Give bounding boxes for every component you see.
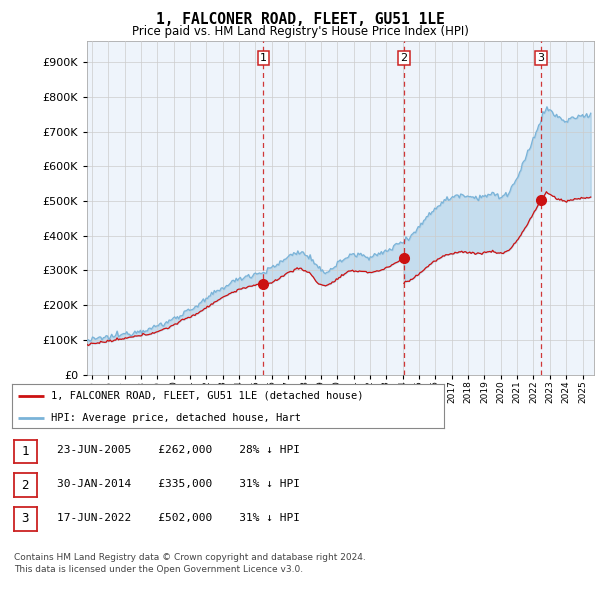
Text: 30-JAN-2014    £335,000    31% ↓ HPI: 30-JAN-2014 £335,000 31% ↓ HPI [57,479,300,489]
Text: 3: 3 [538,53,545,63]
Text: 1: 1 [260,53,267,63]
Text: 3: 3 [22,512,29,526]
Text: Contains HM Land Registry data © Crown copyright and database right 2024.: Contains HM Land Registry data © Crown c… [14,553,365,562]
Text: 1, FALCONER ROAD, FLEET, GU51 1LE: 1, FALCONER ROAD, FLEET, GU51 1LE [155,12,445,27]
Text: 23-JUN-2005    £262,000    28% ↓ HPI: 23-JUN-2005 £262,000 28% ↓ HPI [57,445,300,455]
Text: This data is licensed under the Open Government Licence v3.0.: This data is licensed under the Open Gov… [14,565,303,574]
Text: 2: 2 [400,53,407,63]
Text: 1, FALCONER ROAD, FLEET, GU51 1LE (detached house): 1, FALCONER ROAD, FLEET, GU51 1LE (detac… [51,391,364,401]
Text: Price paid vs. HM Land Registry's House Price Index (HPI): Price paid vs. HM Land Registry's House … [131,25,469,38]
Text: 2: 2 [22,478,29,492]
Text: 17-JUN-2022    £502,000    31% ↓ HPI: 17-JUN-2022 £502,000 31% ↓ HPI [57,513,300,523]
Text: HPI: Average price, detached house, Hart: HPI: Average price, detached house, Hart [51,413,301,423]
Text: 1: 1 [22,445,29,458]
